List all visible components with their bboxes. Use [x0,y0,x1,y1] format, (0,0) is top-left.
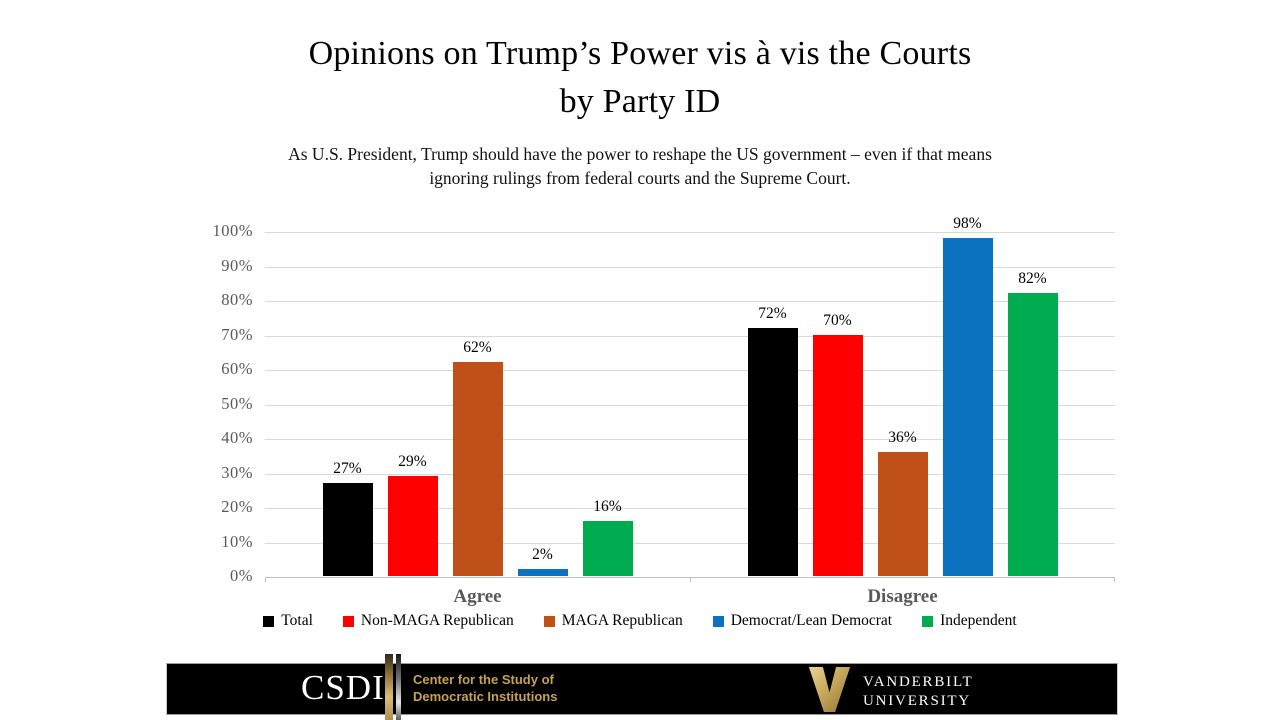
legend-item: MAGA Republican [543,612,683,630]
legend-label: Total [281,612,313,629]
chart-title-line1: Opinions on Trump’s Power vis à vis the … [308,35,972,72]
y-axis: 0% 10% 20% 30% 40% 50% 60% 70% 80% 90% 100% [185,221,253,585]
legend-label: MAGA Republican [561,612,683,629]
legend-label: Democrat/Lean Democrat [730,612,893,629]
bar-data-label: 82% [1018,270,1047,287]
bar-agree-3 [517,569,568,576]
chart-title-line2: by Party ID [559,82,721,120]
y-tick-label: 80% [221,290,253,309]
bar-disagree-3 [942,238,993,576]
legend: Total Non-MAGA Republican MAGA Republican D… [0,612,1280,630]
bar-agree-1 [387,476,438,576]
vanderbilt-name-line1: VANDERBILT [863,674,974,690]
bar-data-label: 70% [823,312,852,329]
y-tick-label: 20% [221,497,253,516]
gridline [265,335,1115,337]
csdi-name: Center for the Study of Democratic Instit… [413,672,557,706]
gridline [265,439,1115,440]
y-tick-label: 100% [212,221,253,240]
gridline [265,404,1115,406]
bar-agree-0 [322,483,373,576]
bar-data-label: 98% [953,215,982,232]
gridline [265,473,1115,475]
bar-disagree-4 [1007,293,1058,576]
vanderbilt-name: VANDERBILT UNIVERSITY [863,673,974,711]
y-tick-label: 70% [221,324,253,344]
x-axis-tickmark [1114,577,1115,582]
plot-area: 27% 29% 62% 2% 16% 72% 70% 36% 98% 82% [265,215,1115,582]
x-axis-tickmark [265,577,266,582]
legend-swatch-icon [712,615,724,627]
legend-swatch-icon [263,615,275,627]
bar-data-label: 27% [333,460,362,477]
vanderbilt-v-icon [808,667,851,712]
bar-data-label: 36% [888,429,917,446]
legend-swatch-icon [543,615,555,627]
category-label-disagree: Disagree [867,586,938,607]
bar-data-label: 62% [463,339,492,356]
gridline [265,266,1115,268]
gridline [265,232,1115,233]
bar-disagree-2 [877,452,928,576]
y-tick-label: 10% [221,531,253,551]
legend-item: Democrat/Lean Democrat [712,612,893,630]
bar-data-label: 29% [398,453,427,470]
legend-item: Total [263,612,313,630]
chart-title: Opinions on Trump’s Power vis à vis the … [0,30,1280,125]
bar-agree-4 [582,521,633,576]
bar-data-label: 16% [593,498,622,515]
bar-disagree-1 [812,335,863,576]
footer-bar: CSDI Center for the Study of Democratic I… [166,654,1118,720]
chart-subtitle: As U.S. President, Trump should have the… [0,143,1280,190]
legend-label: Independent [940,612,1017,629]
bar-disagree-0 [747,328,798,576]
legend-item: Independent [922,612,1017,630]
bar-data-label: 2% [532,546,553,563]
gridline [265,508,1115,509]
category-label-agree: Agree [453,586,502,607]
legend-item: Non-MAGA Republican [342,612,514,630]
legend-label: Non-MAGA Republican [360,612,514,629]
chart-subtitle-line2: ignoring rulings from federal courts and… [429,167,851,188]
bar-agree-2 [452,362,503,576]
category-labels: Agree Disagree [265,586,1115,612]
gridline [265,301,1115,302]
y-tick-label: 40% [221,428,253,447]
bar-data-label: 72% [758,305,787,322]
y-tick-label: 30% [221,462,253,482]
legend-swatch-icon [922,615,934,627]
gridline [265,542,1115,544]
y-tick-label: 90% [221,255,253,275]
legend-swatch-icon [342,615,354,627]
y-tick-label: 60% [221,359,253,378]
csdi-name-line1: Center for the Study of [413,672,554,687]
vanderbilt-name-line2: UNIVERSITY [863,692,971,709]
y-tick-label: 50% [221,393,253,413]
gridline [265,370,1115,371]
csdi-name-line2: Democratic Institutions [413,688,558,704]
csdi-divider-gold [385,654,393,720]
csdi-divider-grey [396,654,401,720]
csdi-acronym: CSDI [301,668,385,707]
chart-subtitle-line1: As U.S. President, Trump should have the… [288,144,992,164]
y-tick-label: 0% [230,566,253,585]
x-axis-tickmark [690,577,691,582]
